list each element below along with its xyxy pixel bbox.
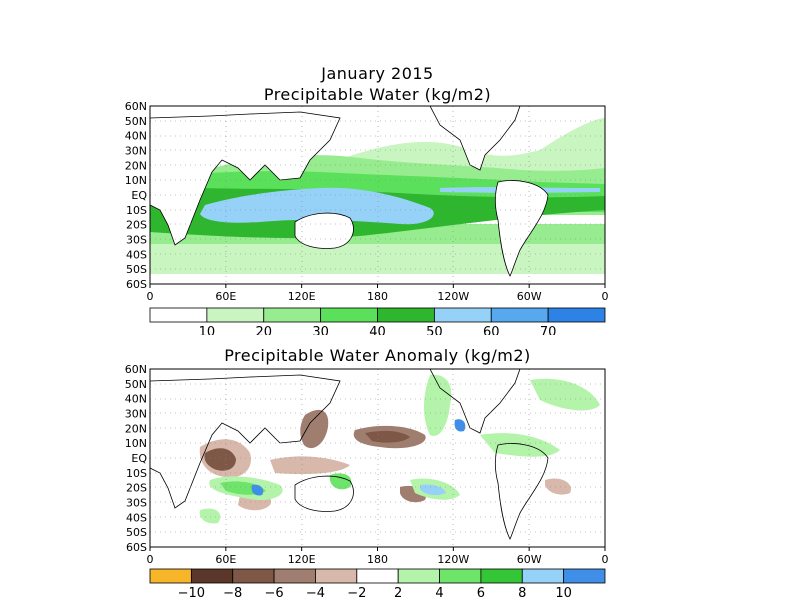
top-lat-label: 20S: [126, 219, 147, 232]
top-colorbar-swatch: [490, 307, 549, 323]
bottom-colorbar-swatch: [232, 568, 275, 584]
bottom-colorbar-swatch: [190, 568, 234, 584]
bottom-lat-label: 30N: [125, 408, 147, 421]
top-gridlines: [150, 106, 605, 284]
top-lat-label: 50S: [126, 263, 147, 276]
bottom-colorbar: [149, 568, 606, 584]
bottom-lat-label: 40N: [125, 393, 147, 406]
top-lon-label: 120W: [437, 290, 469, 303]
top-lat-label: 30S: [126, 234, 147, 247]
top-colorbar-label: 50: [426, 325, 443, 335]
bottom-lon-label: 0: [602, 553, 609, 566]
bottom-colorbar-label: −6: [265, 586, 284, 600]
bottom-gridlines: [150, 369, 605, 547]
top-lon-label: 0: [602, 290, 609, 303]
top-lat-label: 40N: [125, 130, 147, 143]
top-lat-label: 10N: [125, 174, 147, 187]
bottom-colorbar-label: −8: [223, 586, 242, 600]
bottom-lat-label: 10N: [125, 437, 147, 450]
bottom-lat-label: 50S: [126, 526, 147, 539]
bottom-lat-label: EQ: [131, 452, 147, 465]
bottom-lat-label: 10S: [126, 467, 147, 480]
bottom-lon-label: 120W: [437, 553, 469, 566]
bottom-lon-label: 180: [367, 553, 388, 566]
bottom-longitude-labels: 0 60E 120E 180 120W 60W 0: [147, 547, 609, 566]
top-lat-label: 30N: [125, 145, 147, 158]
top-colorbar-swatch: [547, 307, 606, 323]
top-colorbar-label: 60: [483, 325, 500, 335]
top-lat-label: 60S: [126, 278, 147, 291]
top-colorbar-label: 20: [255, 325, 272, 335]
bottom-colorbar-label: 4: [435, 586, 443, 600]
bottom-title: Precipitable Water Anomaly (kg/m2): [224, 346, 531, 365]
top-title-month: January 2015: [321, 64, 434, 83]
top-colorbar-label: 40: [369, 325, 386, 335]
bottom-colorbar-label: 2: [394, 586, 402, 600]
bottom-colorbar-swatch: [439, 568, 482, 584]
top-lon-label: 60E: [215, 290, 236, 303]
bottom-lat-label: 20N: [125, 422, 147, 435]
top-lat-label: 50N: [125, 115, 147, 128]
top-colorbar-label: 30: [312, 325, 329, 335]
bottom-colorbar-swatch: [149, 568, 192, 584]
top-colorbar-swatch: [320, 307, 378, 323]
bottom-colorbar-swatch: [480, 568, 523, 584]
top-lon-label: 60W: [517, 290, 542, 303]
top-title-variable: Precipitable Water (kg/m2): [263, 85, 492, 104]
bottom-colorbar-label: 10: [555, 586, 572, 600]
top-colorbar-label: 10: [199, 325, 216, 335]
bottom-colorbar-label: 8: [518, 586, 526, 600]
bottom-colorbar-swatch: [521, 568, 565, 584]
top-longitude-labels: 0 60E 120E 180 120W 60W 0: [147, 284, 609, 303]
top-lon-label: 0: [147, 290, 154, 303]
bottom-colorbar-swatch: [273, 568, 316, 584]
top-colorbar-swatch: [149, 307, 208, 323]
top-colorbar-label: 70: [540, 325, 557, 335]
bottom-lat-label: 20S: [126, 482, 147, 495]
bottom-colorbar-swatch: [397, 568, 440, 584]
top-lat-label: 20N: [125, 159, 147, 172]
top-lon-label: 180: [367, 290, 388, 303]
bottom-lon-label: 0: [147, 553, 154, 566]
bottom-colorbar-label: −2: [347, 586, 366, 600]
bottom-lon-label: 60E: [215, 553, 236, 566]
top-colorbar-swatch: [433, 307, 492, 323]
top-lon-label: 120E: [288, 290, 316, 303]
top-lat-label: 10S: [126, 204, 147, 217]
top-lat-label: EQ: [131, 189, 147, 202]
bottom-colorbar-swatch: [315, 568, 358, 584]
bottom-lat-label: 40S: [126, 511, 147, 524]
bottom-colorbar-swatch: [563, 568, 606, 584]
top-colorbar-labels: 10 20 30 40 50 60 70: [199, 325, 557, 335]
top-colorbar: [149, 307, 606, 323]
bottom-lat-label: 30S: [126, 497, 147, 510]
bottom-lon-label: 120E: [288, 553, 316, 566]
top-colorbar-swatch: [206, 307, 265, 323]
bottom-lon-label: 60W: [517, 553, 542, 566]
bottom-colorbar-label: 6: [477, 586, 485, 600]
top-lat-label: 40S: [126, 248, 147, 261]
bottom-colorbar-swatch: [356, 568, 399, 584]
bottom-lat-label: 50N: [125, 378, 147, 391]
bottom-lat-label: 60S: [126, 541, 147, 554]
top-colorbar-swatch: [377, 307, 435, 323]
top-lat-label: 60N: [125, 100, 147, 113]
bottom-colorbar-labels: −10 −8 −6 −4 −2 2 4 6 8 10: [178, 586, 572, 600]
bottom-lat-label: 60N: [125, 363, 147, 376]
bottom-colorbar-label: −10: [178, 586, 205, 600]
bottom-colorbar-label: −4: [306, 586, 325, 600]
top-colorbar-swatch: [263, 307, 322, 323]
